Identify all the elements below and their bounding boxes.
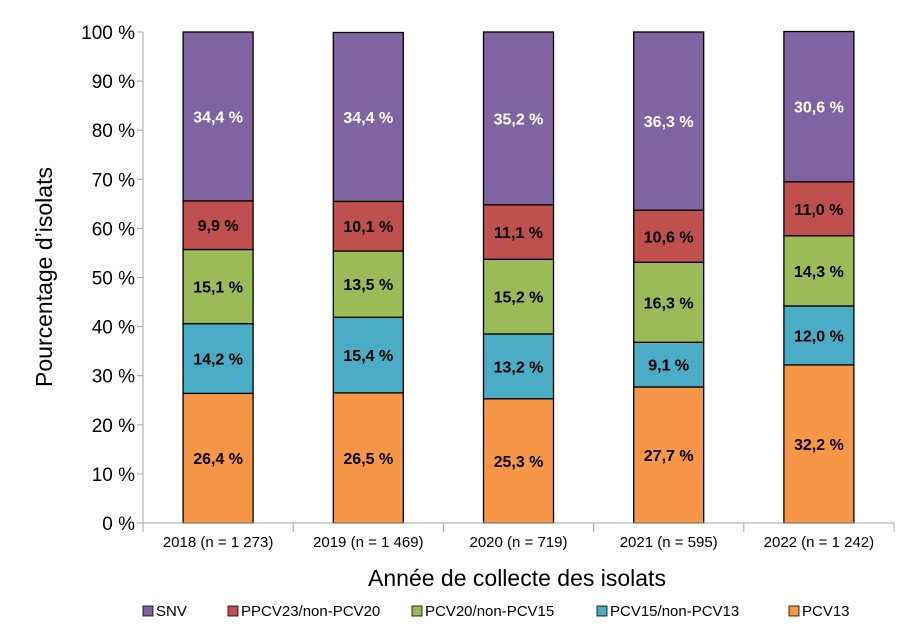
x-category-label: 2020 (n = 719) bbox=[470, 534, 568, 551]
data-label-snv: 34,4 % bbox=[343, 110, 393, 127]
legend-label: SNV bbox=[156, 603, 187, 620]
data-label-pcv15-non-pcv13: 14,2 % bbox=[193, 352, 243, 369]
bar-segment-pcv13 bbox=[332, 392, 404, 524]
y-tick-label: 10 % bbox=[92, 465, 135, 486]
bar-segment-snv bbox=[482, 31, 555, 206]
y-tick-label: 80 % bbox=[92, 121, 135, 142]
bar-segment-pcv20-non-pcv15 bbox=[633, 261, 705, 343]
data-label-pcv13: 32,2 % bbox=[794, 437, 844, 454]
y-tick-label: 0 % bbox=[102, 514, 135, 535]
legend-item-pcv13: PCV13 bbox=[788, 603, 850, 620]
data-label-pcv13: 26,5 % bbox=[343, 451, 393, 468]
data-label-pcv20-non-pcv15: 14,3 % bbox=[794, 264, 844, 281]
y-axis: 0 % 10 % 20 % 30 % 40 % 50 % 60 % 70 % 80 % 90 % 1… bbox=[81, 23, 144, 535]
bar-segment-pcv13 bbox=[783, 364, 855, 524]
y-tick-label: 90 % bbox=[92, 72, 135, 93]
data-label-snv: 36,3 % bbox=[644, 114, 694, 131]
data-label-pcv20-non-pcv15: 16,3 % bbox=[644, 295, 694, 312]
x-axis-title: Année de collecte des isolats bbox=[368, 565, 666, 591]
data-label-ppcv23-non-pcv20: 11,1 % bbox=[494, 225, 543, 242]
y-axis-title: Pourcentage d’isolats bbox=[31, 167, 57, 387]
bar-segment-pcv20-non-pcv15 bbox=[332, 250, 404, 318]
data-label-pcv20-non-pcv15: 15,2 % bbox=[494, 290, 544, 307]
y-tick-label: 100 % bbox=[81, 23, 135, 44]
legend-swatch bbox=[788, 605, 800, 617]
legend-label: PCV15/non-PCV13 bbox=[610, 603, 739, 620]
bar-segment-snv bbox=[783, 30, 855, 183]
y-tick-label: 70 % bbox=[92, 170, 135, 191]
bar-segment-ppcv23-non-pcv20 bbox=[633, 209, 705, 263]
legend-item-ppcv23-non-pcv20: PPCV23/non-PCV20 bbox=[227, 603, 380, 620]
x-category-label: 2019 (n = 1 469) bbox=[313, 534, 424, 551]
x-category-label: 2018 (n = 1 273) bbox=[163, 534, 274, 551]
data-label-pcv13: 25,3 % bbox=[494, 454, 544, 471]
data-label-snv: 30,6 % bbox=[794, 100, 844, 117]
bar-segment-pcv15-non-pcv13 bbox=[182, 323, 254, 395]
data-label-snv: 35,2 % bbox=[494, 111, 544, 128]
bar-segment-pcv20-non-pcv15 bbox=[783, 235, 855, 307]
bar-segment-snv bbox=[633, 31, 705, 211]
legend: SNV PPCV23/non-PCV20 PCV20/non-PCV15 PCV15/… bbox=[142, 603, 850, 620]
bar-segment-ppcv23-non-pcv20 bbox=[332, 200, 404, 252]
legend-swatch bbox=[142, 605, 154, 617]
y-tick-label: 50 % bbox=[92, 269, 135, 290]
legend-item-pcv20-non-pcv15: PCV20/non-PCV15 bbox=[411, 603, 554, 620]
legend-item-snv: SNV bbox=[142, 603, 187, 620]
bar-segment-ppcv23-non-pcv20 bbox=[783, 181, 855, 237]
bar-segment-pcv13 bbox=[633, 386, 705, 524]
data-label-pcv13: 27,7 % bbox=[644, 448, 694, 465]
data-label-ppcv23-non-pcv20: 11,0 % bbox=[794, 202, 843, 219]
legend-label: PCV20/non-PCV15 bbox=[425, 603, 554, 620]
legend-swatch bbox=[227, 605, 239, 617]
bar-segment-pcv15-non-pcv13 bbox=[332, 316, 404, 394]
bar-segment-pcv13 bbox=[482, 398, 555, 524]
legend-swatch bbox=[411, 605, 423, 617]
data-label-ppcv23-non-pcv20: 10,1 % bbox=[343, 219, 393, 236]
bar-segment-snv bbox=[182, 31, 254, 202]
bar-segment-pcv13 bbox=[182, 392, 254, 524]
data-label-ppcv23-non-pcv20: 10,6 % bbox=[644, 229, 694, 246]
legend-item-pcv15-non-pcv13: PCV15/non-PCV13 bbox=[596, 603, 739, 620]
data-label-pcv15-non-pcv13: 12,0 % bbox=[794, 328, 844, 345]
data-label-pcv15-non-pcv13: 13,2 % bbox=[494, 359, 544, 376]
plot-area: 26,4 % 14,2 % 15,1 % 9,9 % 34,4 % 26,5 % 15,4 … bbox=[182, 30, 855, 524]
data-label-pcv13: 26,4 % bbox=[193, 451, 243, 468]
data-label-ppcv23-non-pcv20: 9,9 % bbox=[198, 218, 239, 235]
y-tick-label: 60 % bbox=[92, 219, 135, 240]
y-tick-label: 40 % bbox=[92, 318, 135, 339]
data-label-pcv20-non-pcv15: 15,1 % bbox=[193, 280, 243, 297]
data-label-snv: 34,4 % bbox=[193, 109, 243, 126]
legend-label: PCV13 bbox=[802, 603, 850, 620]
x-category-label: 2021 (n = 595) bbox=[620, 534, 718, 551]
y-tick-label: 30 % bbox=[92, 367, 135, 388]
legend-swatch bbox=[596, 605, 608, 617]
x-category-label: 2022 (n = 1 242) bbox=[764, 534, 875, 551]
data-label-pcv15-non-pcv13: 15,4 % bbox=[343, 348, 393, 365]
bar-segment-ppcv23-non-pcv20 bbox=[182, 200, 254, 251]
data-label-pcv15-non-pcv13: 9,1 % bbox=[648, 358, 689, 375]
legend-label: PPCV23/non-PCV20 bbox=[241, 603, 380, 620]
y-tick-label: 20 % bbox=[92, 416, 135, 437]
bar-segment-pcv15-non-pcv13 bbox=[633, 341, 705, 388]
bar-segment-snv bbox=[332, 31, 404, 203]
bar-segment-pcv20-non-pcv15 bbox=[482, 258, 555, 335]
bar-segment-pcv15-non-pcv13 bbox=[482, 333, 555, 400]
x-axis: 2018 (n = 1 273) 2019 (n = 1 469) 2020 (n … bbox=[142, 522, 895, 551]
data-label-pcv20-non-pcv15: 13,5 % bbox=[343, 277, 393, 294]
